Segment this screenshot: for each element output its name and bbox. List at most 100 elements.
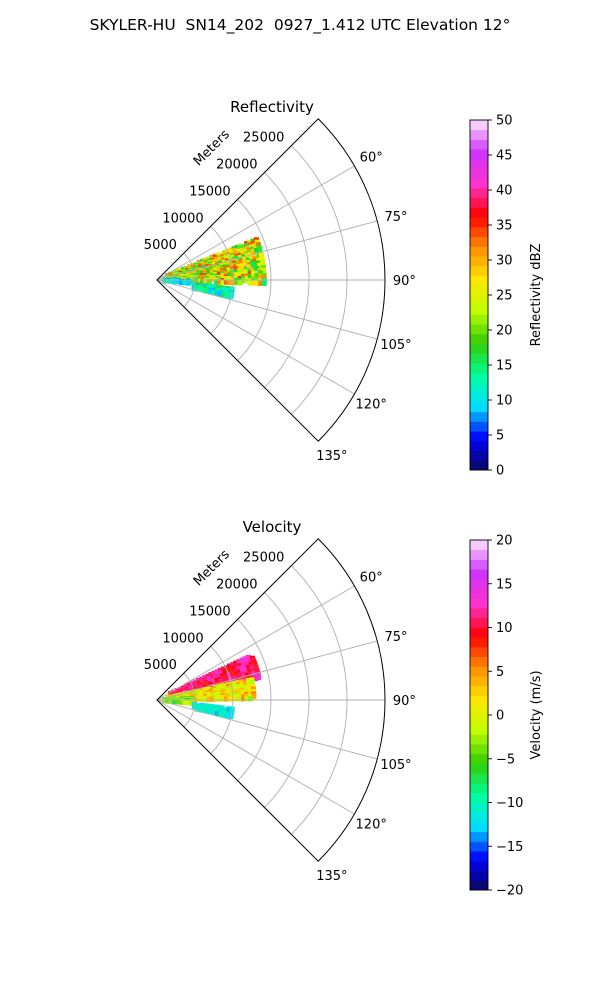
colorbar-tick-label: 35: [496, 219, 513, 234]
colorbar-band: [470, 450, 488, 461]
colorbar-label: Reflectivity dBZ: [529, 244, 544, 347]
figure-title: SKYLER-HU SN14_202 0927_1.412 UTC Elevat…: [89, 16, 511, 34]
colorbar-band: [470, 559, 488, 570]
colorbar-band: [470, 304, 488, 315]
colorbar-band: [470, 363, 488, 374]
sector-frame: [156, 118, 386, 442]
echo-cell: [206, 696, 212, 702]
echo-cell: [185, 700, 191, 706]
velocity-panel: Velocity 5000 10000 15000 20000 25000 60° 75° 9…: [144, 518, 544, 899]
colorbar-band: [470, 324, 488, 335]
azimuth-spoke: [156, 279, 355, 395]
colorbar-tick-label: 25: [496, 289, 513, 304]
echo-cell: [214, 290, 220, 297]
echo-cell: [227, 279, 233, 285]
colorbar-band: [470, 149, 488, 160]
colorbar-tick-label: −10: [496, 796, 523, 811]
echo-cell: [203, 696, 209, 702]
radial-tick-label: 20000: [216, 578, 257, 593]
colorbar-band: [470, 460, 488, 471]
echo-cell: [227, 696, 233, 702]
echo-cell: [234, 279, 240, 286]
azimuth-spoke: [156, 699, 378, 760]
colorbar-band: [470, 197, 488, 208]
colorbar-band: [470, 256, 488, 267]
echo-cell: [175, 279, 181, 285]
colorbar-band: [470, 715, 488, 726]
colorbar-band: [470, 372, 488, 383]
colorbar-tick-label: −15: [496, 840, 523, 855]
velocity-polar-grid: [156, 538, 386, 862]
echo-cell: [242, 678, 248, 684]
colorbar-band: [470, 841, 488, 852]
colorbar-tick-label: 15: [496, 359, 513, 374]
echo-cell: [203, 278, 209, 285]
colorbar-band: [470, 158, 488, 170]
echo-cell: [237, 280, 243, 286]
azimuth-spoke: [156, 585, 355, 701]
colorbar-band: [470, 139, 488, 150]
colorbar-tick-label: 30: [496, 254, 513, 269]
echo-cell: [242, 258, 248, 264]
colorbar-band: [470, 421, 488, 432]
echo-cell: [227, 276, 233, 282]
echo-cell: [237, 696, 243, 702]
echo-cell: [194, 286, 200, 292]
echo-cell: [258, 252, 264, 258]
colorbar-band: [470, 598, 488, 609]
echo-cell: [226, 687, 232, 693]
echo-cell: [213, 273, 219, 279]
echo-cell: [204, 288, 210, 294]
colorbar-band: [470, 392, 488, 403]
radial-tick-label: 10000: [162, 211, 203, 226]
echo-cell: [234, 244, 240, 251]
colorbar-tick-label: 10: [496, 621, 513, 636]
colorbar-band: [470, 431, 488, 442]
echo-cell: [217, 696, 223, 702]
echo-cell: [212, 267, 219, 273]
echo-cell: [251, 280, 257, 286]
echo-cell: [218, 711, 224, 717]
azimuth-tick-label: 120°: [356, 398, 387, 413]
echo-cell: [247, 280, 253, 286]
colorbar-tick-label: 5: [496, 665, 504, 680]
colorbar-band: [470, 246, 488, 257]
echo-cell: [256, 675, 262, 681]
radial-tick-label: 5000: [144, 658, 177, 673]
radial-tick-label: 25000: [243, 551, 284, 566]
echo-cell: [185, 280, 191, 286]
echo-cell: [261, 267, 267, 273]
echo-cell: [228, 667, 234, 673]
echo-cell: [258, 280, 264, 286]
colorbar-band: [470, 851, 488, 862]
echo-cell: [182, 699, 188, 706]
reflectivity-colorbar: 0 5 10 15 20 25 30 35 40 45 50 Reflectivity dBZ: [469, 114, 544, 479]
azimuth-tick-label: 135°: [316, 869, 347, 884]
colorbar-band: [470, 440, 488, 451]
azimuth-spoke: [156, 220, 378, 281]
velocity-axis-labels: 5000 10000 15000 20000 25000 60° 75° 90° 105° 120…: [144, 551, 416, 884]
echo-cell: [257, 247, 263, 253]
echo-cell: [165, 278, 171, 284]
echo-cell: [210, 276, 216, 282]
colorbar-band: [470, 265, 488, 276]
echo-cell: [211, 710, 217, 716]
colorbar-band: [470, 168, 488, 179]
echo-cell: [217, 279, 223, 285]
colorbar-band: [470, 880, 488, 891]
azimuth-tick-label: 90°: [393, 694, 416, 709]
velocity-colorbar: −20 −15 −10 −5 0 5 10 15 20 Velocity (m/s): [469, 534, 544, 899]
echo-cell: [252, 675, 258, 681]
colorbar-band: [470, 773, 488, 784]
echo-cell: [162, 698, 168, 704]
echo-cell: [228, 710, 235, 716]
echo-cell: [191, 264, 197, 270]
colorbar-band: [470, 549, 488, 560]
echo-cell: [175, 699, 181, 705]
echo-cell: [210, 692, 216, 698]
echo-cell: [246, 247, 252, 253]
echo-cell: [241, 278, 247, 284]
echo-cell: [200, 696, 206, 702]
colorbar-band: [470, 676, 488, 687]
echo-cell: [162, 278, 168, 284]
